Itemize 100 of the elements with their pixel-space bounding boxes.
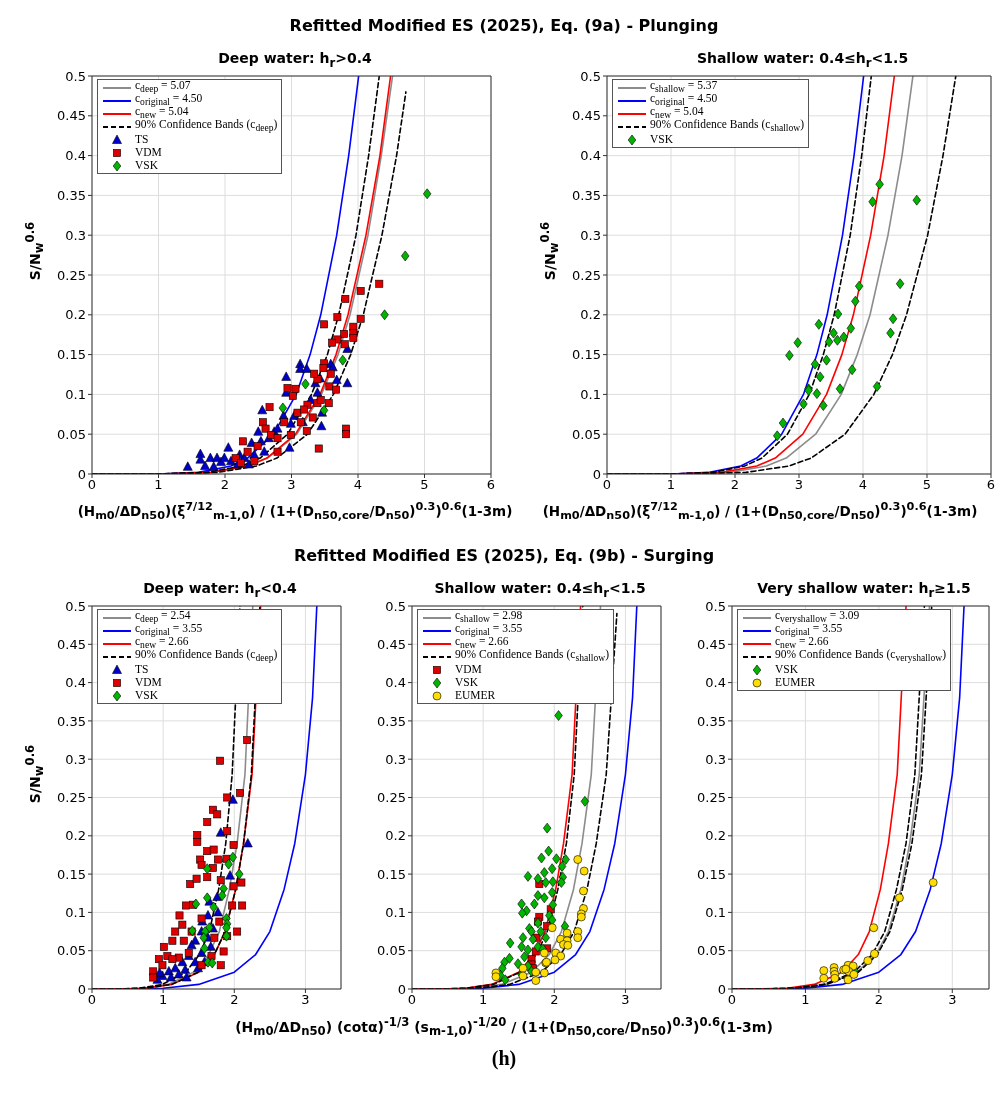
x-tick-label: 0 xyxy=(602,477,612,493)
text: (H$_{m0}$/ΔD$_{n50}$)(ξ$^{7/12}$$_{m-1,0}$) / (1+(D$_{n50,core}$/D$_{n50}$)$^{0.3}$)$^{0.6}$(1-3m) xyxy=(542,500,978,523)
y-tick-label: 0.5 xyxy=(580,68,601,84)
legend-label: VDM xyxy=(135,676,162,689)
y-tick-label: 0.2 xyxy=(580,307,601,323)
y-tick-label: 0.35 xyxy=(697,713,726,729)
y-tick-label: 0.25 xyxy=(697,790,726,806)
y-tick-label: 0 xyxy=(717,981,726,997)
legend-label: VDM xyxy=(455,663,482,676)
x-tick-label: 2 xyxy=(230,992,239,1008)
y-tick-label: 0.5 xyxy=(385,598,406,614)
y-tick-label: 0.1 xyxy=(580,387,601,403)
legend-label: c$_{original}$ = 3.55 xyxy=(455,622,523,638)
x-tick-label: 0 xyxy=(727,992,737,1008)
y-tick-label: 0.1 xyxy=(705,905,726,921)
y-tick-label: 0.5 xyxy=(65,598,86,614)
x-tick-label: 3 xyxy=(621,992,630,1008)
x-tick-label: 2 xyxy=(730,477,740,493)
legend-label: c$_{shallow}$ = 2.98 xyxy=(455,609,523,625)
x-tick-label: 2 xyxy=(874,992,883,1008)
chart-subtitle: Shallow water: 0.4≤h$_{r}$<1.5 xyxy=(695,50,910,70)
y-tick-label: 0.1 xyxy=(385,905,406,921)
chart-title: Refitted Modified ES (2025), Eq. (9a) - Plunging xyxy=(288,16,720,35)
chart-subtitle: Deep water: h$_{r}$<0.4 xyxy=(142,580,298,600)
legend-label: c$_{original}$ = 3.55 xyxy=(135,622,203,638)
y-tick-label: 0.05 xyxy=(57,426,86,442)
y-tick-label: 0.2 xyxy=(705,828,726,844)
chart-subtitle: Shallow water: 0.4≤h$_{r}$<1.5 xyxy=(433,580,647,600)
x-tick-label: 1 xyxy=(666,477,676,493)
y-tick-label: 0.15 xyxy=(377,866,406,882)
legend-label: VDM xyxy=(135,146,162,159)
y-tick-label: 0 xyxy=(592,466,601,482)
legend-label: c$_{veryshallow}$ = 3.09 xyxy=(775,609,860,625)
y-tick-label: 0.1 xyxy=(65,905,86,921)
legend-label: TS xyxy=(135,133,149,146)
x-tick-label: 0 xyxy=(407,992,417,1008)
y-tick-label: 0.3 xyxy=(705,751,726,767)
y-tick-label: 0.4 xyxy=(65,148,86,164)
y-tick-label: 0.3 xyxy=(65,227,86,243)
y-tick-label: 0.05 xyxy=(572,426,601,442)
text: (H$_{m0}$/ΔD$_{n50}$)(ξ$^{7/12}$$_{m-1,0}$) / (1+(D$_{n50,core}$/D$_{n50}$)$^{0.3}$)$^{0.6}$(1-3m) xyxy=(77,500,513,523)
legend-label: c$_{deep}$ = 5.07 xyxy=(135,79,191,95)
y-tick-label: 0.05 xyxy=(697,943,726,959)
x-tick-label: 1 xyxy=(479,992,488,1008)
y-tick-label: 0.35 xyxy=(57,713,86,729)
y-tick-label: 0.35 xyxy=(377,713,406,729)
y-tick-label: 0.25 xyxy=(57,267,86,283)
y-tick-label: 0.4 xyxy=(65,675,86,691)
x-tick-label: 0 xyxy=(87,992,97,1008)
y-tick-label: 0.4 xyxy=(385,675,406,691)
y-tick-label: 0.15 xyxy=(57,866,86,882)
x-tick-label: 3 xyxy=(301,992,310,1008)
y-tick-label: 0.2 xyxy=(65,307,86,323)
legend-label: c$_{original}$ = 4.50 xyxy=(650,92,718,108)
y-tick-label: 0.1 xyxy=(65,387,86,403)
x-tick-label: 1 xyxy=(159,992,168,1008)
legend-label: 90% Confidence Bands (c$_{deep}$) xyxy=(135,118,278,135)
y-tick-label: 0.15 xyxy=(697,866,726,882)
y-tick-label: 0.45 xyxy=(572,108,601,124)
y-tick-label: 0.3 xyxy=(385,751,406,767)
text: (H$_{m0}$/ΔD$_{n50}$) (cotα)$^{-1/3}$ (s$_{m-1,0}$)$^{-1/20}$ / (1+(D$_{n50,core}$/D$_{n50}$)$^{0.3}$)$^{0.6}$(1-3m) xyxy=(235,1015,773,1039)
y-tick-label: 0.45 xyxy=(697,636,726,652)
y-tick-label: 0.45 xyxy=(377,636,406,652)
legend-label: TS xyxy=(135,663,149,676)
legend-label: 90% Confidence Bands (c$_{shallow}$) xyxy=(455,648,610,665)
x-tick-label: 1 xyxy=(801,992,810,1008)
y-tick-label: 0 xyxy=(77,466,86,482)
legend-label: c$_{shallow}$ = 5.37 xyxy=(650,79,718,95)
x-tick-label: 0 xyxy=(87,477,97,493)
y-tick-label: 0.45 xyxy=(57,108,86,124)
legend-label: VSK xyxy=(455,676,479,689)
y-tick-label: 0.15 xyxy=(57,347,86,363)
legend-label: c$_{deep}$ = 2.54 xyxy=(135,609,191,625)
x-tick-label: 5 xyxy=(922,477,932,493)
y-tick-label: 0.4 xyxy=(580,148,601,164)
chart-subtitle: Very shallow water: h$_{r}$≥1.5 xyxy=(756,580,972,600)
y-tick-label: 0.3 xyxy=(65,751,86,767)
legend-label: 90% Confidence Bands (c$_{deep}$) xyxy=(135,648,278,665)
y-tick-label: 0.05 xyxy=(57,943,86,959)
y-tick-label: 0.05 xyxy=(377,943,406,959)
chart-title: Refitted Modified ES (2025), Eq. (9b) - Surging xyxy=(292,546,716,565)
x-tick-label: 3 xyxy=(948,992,957,1008)
legend-label: VSK xyxy=(135,689,159,702)
x-tick-label: 5 xyxy=(420,477,429,493)
legend-label: EUMER xyxy=(775,676,816,689)
chart-subtitle: Deep water: h$_{r}$>0.4 xyxy=(217,50,373,70)
y-tick-label: 0.45 xyxy=(57,636,86,652)
y-tick-label: 0.2 xyxy=(385,828,406,844)
y-tick-label: 0.2 xyxy=(65,828,86,844)
x-tick-label: 4 xyxy=(353,477,363,493)
x-tick-label: 6 xyxy=(986,477,996,493)
legend-label: VSK xyxy=(650,133,674,146)
legend-label: 90% Confidence Bands (c$_{shallow}$) xyxy=(650,118,805,135)
y-tick-label: 0.25 xyxy=(572,267,601,283)
y-tick-label: 0.15 xyxy=(572,347,601,363)
x-tick-label: 4 xyxy=(858,477,868,493)
legend-label: VSK xyxy=(135,159,159,172)
y-tick-label: 0.35 xyxy=(57,188,86,204)
x-tick-label: 3 xyxy=(287,477,296,493)
legend-label: EUMER xyxy=(455,689,496,702)
